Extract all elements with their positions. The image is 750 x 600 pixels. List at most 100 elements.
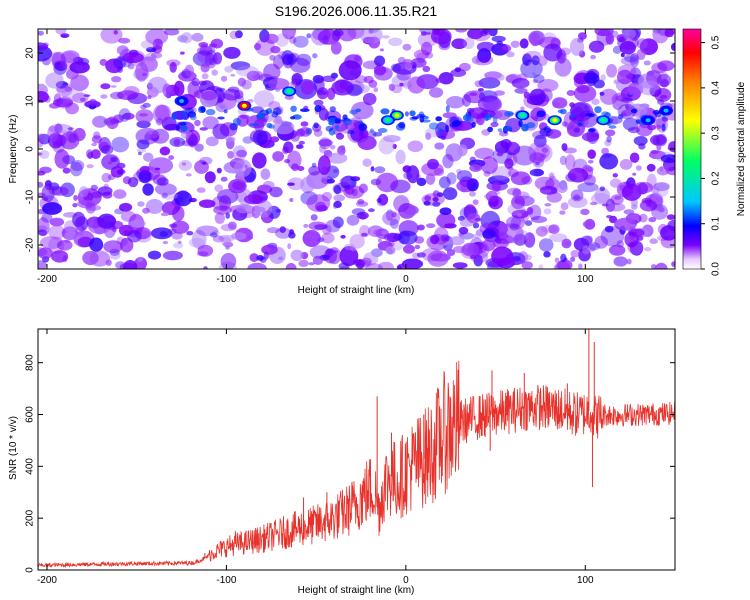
heatmap-noise-blob [522, 53, 532, 66]
heatmap-noise-blob [577, 32, 587, 40]
heatmap-band-blob [661, 123, 666, 132]
heatmap-noise-blob [397, 230, 418, 245]
heatmap-band-blob [329, 106, 336, 113]
heatmap-noise-blob [247, 99, 254, 103]
heatmap-noise-blob [504, 158, 514, 169]
heatmap-noise-blob [619, 159, 633, 170]
heatmap-noise-blob [225, 136, 236, 142]
heatmap-noise-blob [671, 261, 675, 267]
heatmap-noise-blob [390, 218, 399, 229]
heatmap-noise-blob [254, 43, 261, 51]
heatmap-noise-blob [543, 251, 551, 258]
heatmap-noise-blob [363, 75, 374, 84]
heatmap-noise-blob [459, 176, 474, 187]
heatmap-noise-blob [402, 58, 414, 69]
heatmap-noise-blob [497, 43, 512, 53]
hotspot-core [552, 118, 558, 123]
heatmap-noise-blob [506, 51, 515, 58]
hotspot-core [179, 99, 185, 103]
heatmap-noise-blob [524, 254, 532, 261]
heatmap-noise-blob [656, 124, 662, 130]
heatmap-noise-blob [68, 133, 77, 143]
heatmap-noise-blob [107, 174, 116, 181]
heatmap-noise-blob [103, 240, 123, 254]
heatmap-noise-blob [290, 249, 304, 261]
heatmap-noise-blob [291, 163, 299, 172]
heatmap-noise-blob [223, 46, 241, 59]
heatmap-noise-blob [318, 137, 332, 150]
heatmap-noise-blob [382, 210, 400, 226]
heatmap-noise-blob [300, 80, 315, 95]
heatmap-noise-blob [377, 238, 382, 243]
heatmap-noise-blob [60, 34, 68, 38]
heatmap-noise-blob [606, 135, 612, 143]
heatmap-band-blob [507, 112, 514, 116]
heatmap-noise-blob [388, 37, 403, 47]
heatmap-noise-blob [220, 176, 228, 182]
heatmap-noise-blob [532, 79, 538, 84]
heatmap-noise-blob [614, 217, 637, 231]
heatmap-noise-blob [180, 51, 185, 55]
heatmap-noise-blob [287, 150, 302, 170]
heatmap-noise-blob [54, 149, 70, 169]
heatmap-noise-blob [629, 152, 640, 163]
heatmap-band-blob [411, 116, 420, 120]
heatmap-noise-blob [432, 201, 441, 207]
heatmap-noise-blob [42, 202, 63, 215]
heatmap-noise-blob [599, 153, 619, 170]
heatmap-noise-blob [287, 243, 292, 250]
heatmap-noise-blob [123, 86, 140, 98]
heatmap-noise-blob [89, 237, 104, 252]
heatmap-noise-blob [214, 212, 225, 224]
heatmap-noise-blob [130, 219, 146, 228]
heatmap-noise-blob [588, 40, 605, 53]
heatmap-noise-blob [538, 264, 544, 269]
heatmap-noise-blob [416, 224, 425, 231]
heatmap-band-blob [435, 116, 443, 122]
heatmap-noise-blob [420, 31, 427, 36]
heatmap-noise-blob [519, 38, 529, 49]
x-tick-label: 0 [403, 274, 409, 285]
heatmap-noise-blob [147, 95, 152, 100]
heatmap-noise-blob [297, 166, 305, 171]
snr-spikes [204, 329, 595, 559]
heatmap-noise-blob [398, 230, 410, 245]
heatmap-noise-blob [426, 223, 436, 229]
heatmap-noise-blob [506, 187, 521, 196]
heatmap-noise-blob [252, 129, 268, 146]
heatmap-noise-blob [474, 80, 484, 88]
heatmap-noise-blob [601, 153, 612, 158]
heatmap-noise-blob [100, 94, 108, 99]
heatmap-noise-blob [168, 228, 177, 235]
heatmap-noise-blob [374, 55, 386, 67]
heatmap-noise-blob [442, 187, 458, 201]
heatmap-noise-blob [38, 170, 46, 176]
heatmap-noise-blob [70, 161, 83, 177]
heatmap-noise-blob [585, 166, 594, 173]
heatmap-noise-blob [180, 32, 193, 44]
heatmap-noise-blob [69, 61, 90, 74]
heatmap-band-blob [618, 114, 624, 120]
heatmap-noise-blob [282, 29, 296, 40]
heatmap-band-blob [404, 111, 409, 117]
heatmap-noise-blob [474, 217, 482, 222]
heatmap-noise-blob [361, 257, 372, 266]
chart-title: S196.2026.006.11.35.R21 [275, 3, 438, 19]
heatmap-noise-blob [64, 231, 79, 241]
heatmap-band-blob [428, 122, 439, 130]
heatmap-noise-blob [487, 175, 510, 185]
heatmap-noise-blob [543, 43, 563, 62]
heatmap-noise-blob [197, 49, 211, 63]
heatmap-noise-blob [594, 187, 610, 204]
heatmap-noise-blob [666, 156, 671, 162]
heatmap-noise-blob [656, 144, 662, 151]
heatmap-noise-blob [147, 250, 162, 260]
heatmap-noise-blob [275, 227, 292, 239]
heatmap-noise-blob [410, 57, 427, 68]
heatmap-noise-blob [111, 76, 122, 83]
heatmap-noise-blob [51, 250, 69, 263]
heatmap-noise-blob [39, 150, 50, 159]
heatmap-noise-blob [379, 48, 384, 52]
heatmap-noise-blob [312, 29, 332, 41]
heatmap-noise-blob [396, 68, 412, 81]
